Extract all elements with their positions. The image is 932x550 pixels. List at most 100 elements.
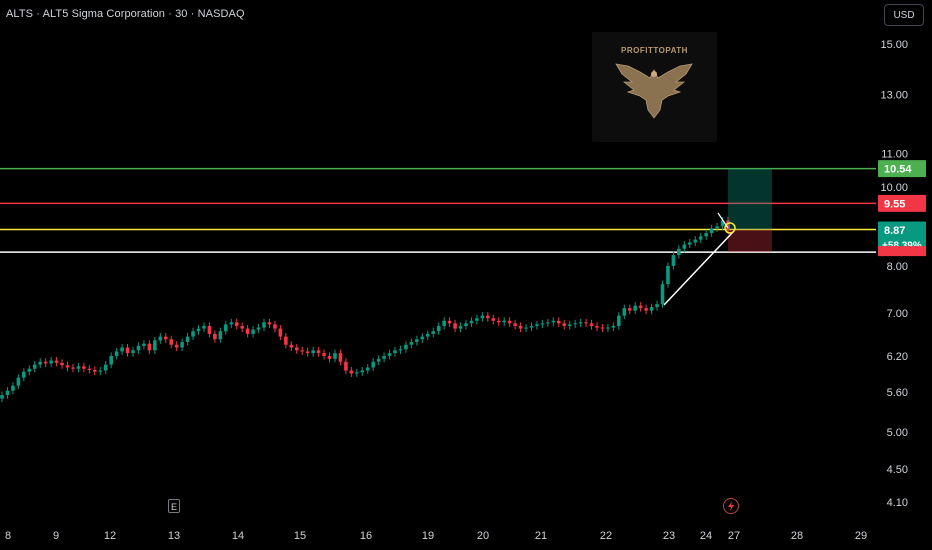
candle [191, 331, 195, 337]
candle [0, 395, 4, 399]
candle [453, 323, 457, 329]
price-label-value: 10.54 [884, 164, 912, 176]
candle [415, 339, 419, 343]
x-tick-label: 12 [104, 530, 116, 542]
currency-button[interactable]: USD [884, 4, 924, 26]
candle [431, 331, 436, 334]
candle [393, 350, 397, 354]
candle [518, 325, 523, 329]
candle [327, 355, 332, 359]
candle [546, 322, 550, 324]
candle [382, 355, 386, 359]
candle [633, 305, 638, 311]
candle [442, 320, 446, 326]
x-tick-label: 29 [855, 530, 867, 542]
x-tick-label: 19 [422, 530, 434, 542]
price-label-change: +58.39% [882, 241, 922, 252]
candle [617, 315, 621, 326]
candle [622, 308, 627, 316]
chart-title: ALTS · ALT5 Sigma Corporation · 30 · NAS… [6, 8, 245, 20]
candle [709, 228, 714, 234]
x-tick-label: 14 [232, 530, 244, 542]
y-tick-label: 7.00 [887, 308, 908, 320]
candle [180, 342, 184, 348]
candle [464, 323, 468, 326]
candle [436, 325, 441, 332]
candle [158, 336, 163, 341]
marker-circle [724, 222, 736, 234]
candle [671, 255, 676, 266]
candle [196, 328, 201, 332]
candle [251, 329, 255, 334]
candle [120, 347, 124, 352]
y-tick-label: 8.00 [887, 261, 908, 273]
candle [687, 242, 692, 245]
candle [409, 342, 414, 345]
candle [218, 331, 223, 340]
trend-line [663, 231, 734, 306]
candle [163, 336, 168, 340]
candle [638, 305, 643, 309]
candle [109, 355, 113, 365]
candle [682, 244, 687, 249]
candle [398, 349, 403, 351]
candle [147, 343, 152, 351]
candle [245, 328, 250, 334]
candle [595, 325, 599, 328]
candle [114, 351, 119, 356]
y-tick-label: 5.00 [887, 427, 908, 439]
candle [562, 323, 567, 326]
candle [76, 366, 81, 369]
candle [87, 368, 92, 370]
price-labels: 10.54 9.55 8.87 +58.39% [878, 160, 926, 257]
earnings-marker[interactable]: E [168, 499, 180, 513]
candle [360, 370, 365, 373]
candle [267, 322, 272, 325]
candle [513, 323, 517, 326]
candle [71, 367, 75, 369]
lightning-icon[interactable] [723, 498, 739, 514]
candle [49, 360, 53, 364]
candle [322, 353, 326, 356]
candle [185, 336, 190, 343]
price-axis[interactable]: 15.00 13.00 11.00 10.00 8.00 7.00 6.20 5.60 5.00… [880, 39, 908, 509]
candle [305, 351, 310, 354]
y-tick-label: 15.00 [880, 39, 908, 51]
candle [371, 361, 375, 368]
x-tick-label: 21 [535, 530, 547, 542]
price-label-value: 8.87 [884, 225, 905, 237]
price-label-box [878, 160, 926, 178]
candle [262, 322, 266, 328]
candle [213, 333, 217, 340]
drawing-tools[interactable] [663, 168, 772, 306]
candle [535, 324, 539, 326]
candle [202, 325, 206, 329]
candle [567, 324, 572, 326]
time-axis[interactable]: 8 9 12 13 14 15 16 19 20 21 22 23 24 27 28 29 [5, 530, 867, 542]
candle [387, 353, 392, 356]
x-tick-label: 20 [477, 530, 489, 542]
candle [65, 365, 70, 368]
candle [349, 370, 354, 374]
candle [611, 325, 616, 328]
candle [256, 327, 261, 330]
candle [316, 350, 321, 354]
candle [278, 328, 283, 337]
candlestick-series [0, 216, 730, 403]
candle [496, 320, 501, 323]
loss-zone [728, 229, 772, 253]
candle [507, 320, 512, 324]
x-tick-label: 16 [360, 530, 372, 542]
candle [551, 320, 556, 323]
profit-zone [728, 168, 772, 230]
candle [333, 353, 337, 359]
x-tick-label: 22 [600, 530, 612, 542]
candle [289, 344, 294, 348]
y-tick-label: 4.50 [887, 464, 908, 476]
candle [5, 390, 10, 396]
candle [207, 325, 212, 334]
watermark-text: PROFITTOPATH [621, 46, 688, 55]
candle [524, 327, 528, 329]
candle [103, 364, 108, 371]
